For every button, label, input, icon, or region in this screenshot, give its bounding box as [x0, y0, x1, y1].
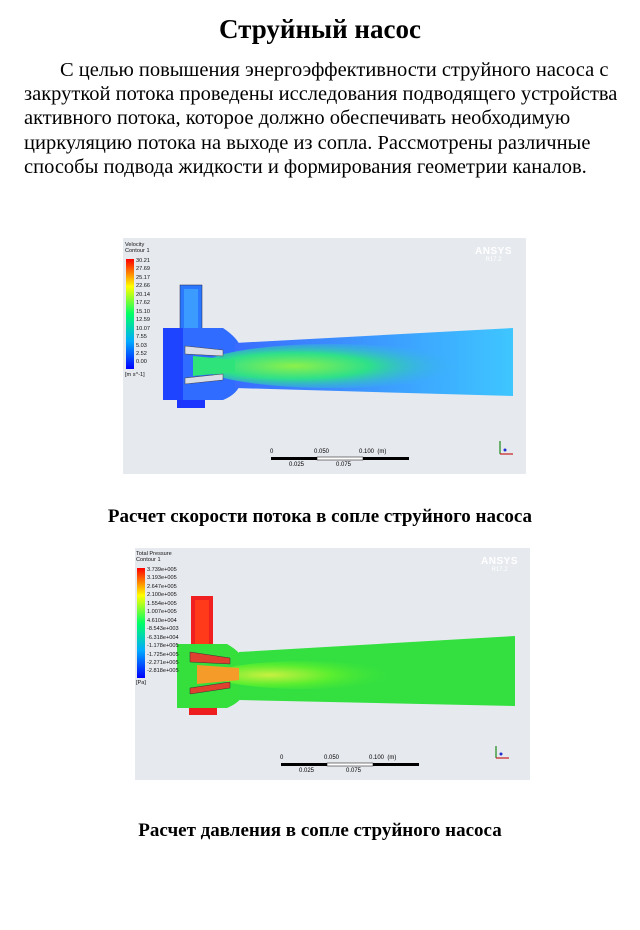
pressure-legend-bar: [137, 568, 145, 678]
velocity-jet-core: [203, 344, 463, 388]
velocity-legend-value: 22.66: [136, 283, 150, 290]
pressure-jet-core: [215, 661, 395, 689]
velocity-legend-value: 25.17: [136, 274, 150, 281]
intro-paragraph: С целью повышения энергоэффективности ст…: [24, 58, 624, 179]
pressure-legend-value: 4.610e+004: [147, 617, 177, 624]
velocity-bottom-flange: [177, 398, 205, 408]
velocity-scale-bar-1: [271, 457, 317, 460]
pressure-legend-title-2: Contour 1: [136, 557, 161, 563]
velocity-legend-value: 0.00: [136, 359, 147, 366]
pressure-legend-value: -1.725e+005: [147, 651, 179, 658]
velocity-brand: ANSYS: [475, 246, 512, 257]
velocity-legend-bar: [126, 259, 134, 369]
velocity-legend-value: 30.21: [136, 258, 150, 264]
velocity-legend-title-2: Contour 1: [125, 248, 150, 254]
pressure-legend-value: 1.007e+005: [147, 609, 177, 616]
velocity-contour-figure: Velocity Contour 1 30.21 27.69 25.17 22.…: [123, 238, 526, 474]
pressure-version: R17.2: [491, 567, 508, 573]
velocity-scale-label-025: 0.025: [289, 462, 305, 468]
pressure-axis-z: [499, 752, 503, 756]
pressure-legend-value: 3.739e+005: [147, 567, 177, 573]
velocity-legend-value: 2.52: [136, 350, 147, 357]
velocity-scale-bar-2: [316, 456, 364, 461]
velocity-contour-plot: [126, 259, 513, 461]
pressure-figure-caption: Расчет давления в сопле струйного насоса: [138, 820, 502, 841]
pressure-legend-value: -8.543e+003: [147, 626, 179, 633]
intro-text: С целью повышения энергоэффективности ст…: [24, 59, 618, 178]
pressure-legend: Total Pressure Contour 1: [136, 551, 172, 563]
pressure-scale-bar-2: [326, 762, 374, 767]
pressure-legend-unit: [Pa]: [136, 680, 146, 686]
velocity-legend-value: 15.10: [136, 308, 150, 315]
pressure-nozzle-upper: [189, 651, 231, 665]
velocity-legend-value: 20.14: [136, 291, 150, 298]
pressure-contour-plot: [137, 568, 515, 767]
velocity-scale-label-0: 0: [270, 449, 274, 455]
pressure-scale-label-0: 0: [280, 755, 284, 761]
pressure-scale-label-100: 0.100 (m): [369, 755, 397, 761]
pressure-legend-value: 2.647e+005: [147, 583, 177, 590]
velocity-ansys-logo: ANSYS R17.2: [475, 246, 512, 263]
velocity-version: R17.2: [485, 257, 502, 263]
velocity-axis-z: [503, 448, 507, 452]
page-title: Струйный насос: [219, 14, 421, 44]
velocity-legend: Velocity Contour 1: [125, 242, 150, 254]
pressure-contour-figure: Total Pressure Contour 1 3.739e+005 3.19…: [135, 548, 530, 780]
pressure-nozzle-lower: [189, 681, 231, 695]
velocity-legend-value: 7.55: [136, 334, 147, 341]
velocity-legend-unit: [m s^-1]: [125, 372, 145, 378]
pressure-scale-bar-1: [281, 763, 327, 766]
velocity-legend-values: 30.21 27.69 25.17 22.66 20.14 17.62 15.1…: [136, 257, 150, 367]
pressure-legend-title-1: Total Pressure: [136, 551, 172, 557]
velocity-scale-label-050: 0.050: [314, 449, 330, 455]
velocity-legend-value: 5.03: [136, 342, 147, 349]
velocity-scale-label-075: 0.075: [336, 462, 352, 468]
pressure-scale-label-075: 0.075: [346, 768, 362, 774]
velocity-legend-title-1: Velocity: [125, 242, 145, 248]
pressure-legend-values: 3.739e+005 3.193e+005 2.647e+005 2.100e+…: [147, 566, 179, 676]
velocity-left-chamber: [163, 328, 185, 400]
velocity-nozzle-upper: [184, 345, 224, 357]
pressure-legend-value: 3.193e+005: [147, 575, 177, 582]
pressure-ansys-logo: ANSYS R17.2: [481, 556, 518, 573]
velocity-scale-label-100: 0.100 (m): [359, 449, 387, 455]
pressure-scale-label-025: 0.025: [299, 768, 315, 774]
pressure-scale-bar-3: [373, 763, 419, 766]
pressure-legend-value: -2.271e+005: [147, 659, 179, 666]
pressure-legend-value: 1.554e+005: [147, 600, 177, 607]
velocity-figure-caption: Расчет скорости потока в сопле струйного…: [107, 506, 533, 527]
velocity-legend-value: 27.69: [136, 266, 150, 273]
pressure-legend-value: -2.818e+005: [147, 668, 179, 675]
velocity-scale-bar-3: [363, 457, 409, 460]
velocity-legend-value: 17.62: [136, 300, 150, 307]
velocity-nozzle-lower: [184, 373, 224, 385]
pressure-legend-value: -6.318e+004: [147, 634, 179, 641]
pressure-brand: ANSYS: [481, 556, 518, 567]
pressure-legend-value: 2.100e+005: [147, 592, 177, 599]
pressure-scale-label-050: 0.050: [324, 755, 340, 761]
velocity-legend-value: 10.07: [136, 325, 150, 332]
pressure-bottom-flange: [189, 706, 217, 715]
pressure-legend-value: -1.178e+005: [147, 643, 179, 650]
velocity-legend-value: 12.59: [136, 317, 150, 324]
